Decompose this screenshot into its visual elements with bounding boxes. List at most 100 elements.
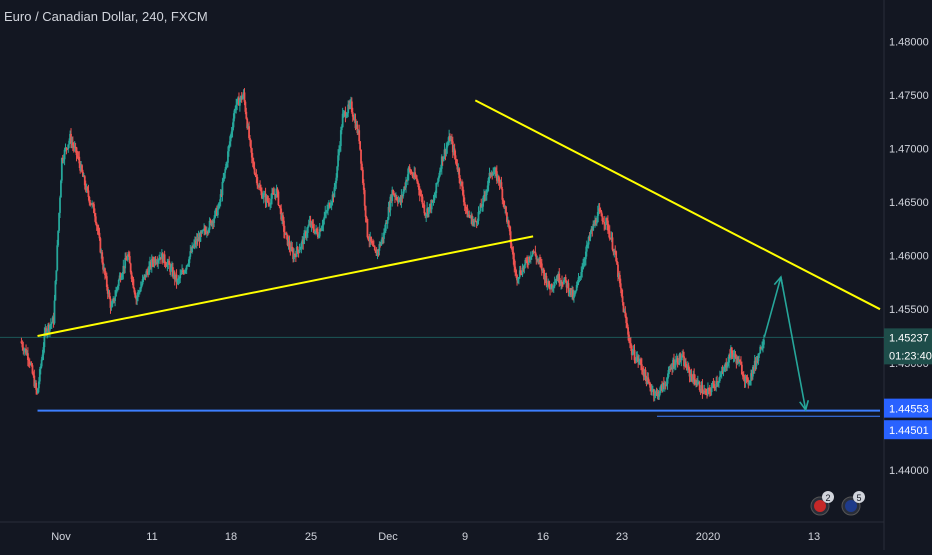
candle-body	[296, 246, 299, 251]
candle-body	[233, 110, 236, 119]
candle-body	[246, 118, 249, 129]
candle-body	[325, 211, 328, 213]
candle-body	[68, 140, 71, 145]
candle-body	[117, 279, 120, 287]
candle-body	[606, 218, 608, 221]
candle-body	[349, 102, 351, 106]
candle-body	[133, 288, 136, 293]
candle-body	[350, 101, 353, 113]
candle-body	[622, 302, 625, 313]
candle-body	[612, 249, 615, 253]
candle-body	[550, 284, 552, 290]
candle-body	[534, 251, 537, 256]
candle-body	[640, 359, 642, 365]
x-tick-label: Dec	[378, 531, 398, 543]
candle-body	[109, 298, 112, 308]
candle-body	[711, 383, 714, 388]
candle-body	[39, 366, 42, 370]
candle-body	[398, 197, 401, 200]
candle-body	[193, 243, 195, 248]
candle-body	[440, 156, 443, 169]
candle-body	[227, 145, 230, 152]
candle-body	[554, 281, 557, 283]
candle-body	[655, 391, 658, 394]
candle-body	[762, 344, 764, 347]
candle-body	[171, 267, 174, 277]
candle-body	[573, 292, 576, 296]
candle-body	[453, 148, 456, 156]
candle-body	[454, 155, 457, 159]
candle-body	[496, 175, 499, 181]
candle-body	[353, 118, 356, 121]
candle-body	[304, 231, 306, 234]
eu-events-badge-count-bg	[853, 491, 865, 503]
candle-body	[365, 216, 368, 219]
candle-body	[555, 278, 558, 282]
candle-body	[428, 207, 430, 214]
candle-body	[452, 148, 455, 153]
candle-body	[351, 112, 354, 117]
candle-body	[282, 215, 284, 221]
candle-body	[362, 183, 365, 191]
y-tick-label: 1.44000	[889, 465, 929, 477]
candle-body	[432, 200, 435, 202]
y-tick-label: 1.48000	[889, 36, 929, 48]
candle-body	[209, 220, 212, 222]
candle-body	[239, 96, 242, 101]
candle-body	[123, 265, 126, 269]
candle-body	[564, 277, 567, 281]
candle-body	[753, 360, 756, 370]
candle-body	[488, 172, 491, 178]
candle-body	[41, 354, 44, 360]
candle-body	[202, 230, 205, 232]
candle-body	[445, 147, 448, 155]
candle-body	[387, 206, 390, 220]
candle-body	[489, 172, 492, 176]
candle-body	[44, 328, 47, 334]
candle-body	[737, 357, 740, 364]
candle-body	[593, 224, 596, 226]
candle-body	[758, 353, 761, 355]
candle-body	[643, 369, 646, 377]
candle-body	[582, 263, 585, 270]
candle-body	[223, 172, 226, 179]
candle-body	[128, 256, 131, 264]
candle-body	[110, 306, 113, 308]
candle-body	[113, 298, 116, 301]
candle-body	[284, 233, 287, 235]
candle-body	[150, 258, 153, 268]
candle-body	[684, 361, 687, 368]
candle-body	[703, 390, 706, 394]
candle-body	[124, 258, 127, 269]
candle-body	[60, 158, 63, 181]
candle-body	[654, 391, 657, 395]
candle-body	[159, 257, 161, 260]
candle-body	[80, 165, 83, 171]
candle-body	[450, 139, 453, 142]
candle-body	[495, 171, 498, 181]
candle-body	[506, 220, 509, 222]
candle-body	[186, 264, 189, 266]
candle-body	[170, 267, 172, 272]
candle-body	[268, 202, 271, 205]
candle-body	[411, 173, 414, 176]
candle-body	[660, 384, 663, 388]
candle-body	[219, 194, 222, 202]
candle-body	[629, 343, 632, 346]
candle-body	[422, 204, 425, 206]
x-tick-label: 25	[305, 531, 317, 543]
candle-body	[588, 237, 591, 239]
candle-body	[73, 146, 76, 149]
candle-body	[120, 277, 123, 280]
candle-body	[59, 197, 61, 213]
candle-body	[693, 373, 696, 380]
candle-body	[130, 272, 133, 279]
candle-body	[369, 236, 372, 242]
candle-body	[216, 208, 218, 216]
candle-body	[657, 392, 660, 397]
candle-body	[167, 260, 170, 264]
candle-body	[403, 186, 406, 192]
candle-body	[394, 196, 397, 198]
